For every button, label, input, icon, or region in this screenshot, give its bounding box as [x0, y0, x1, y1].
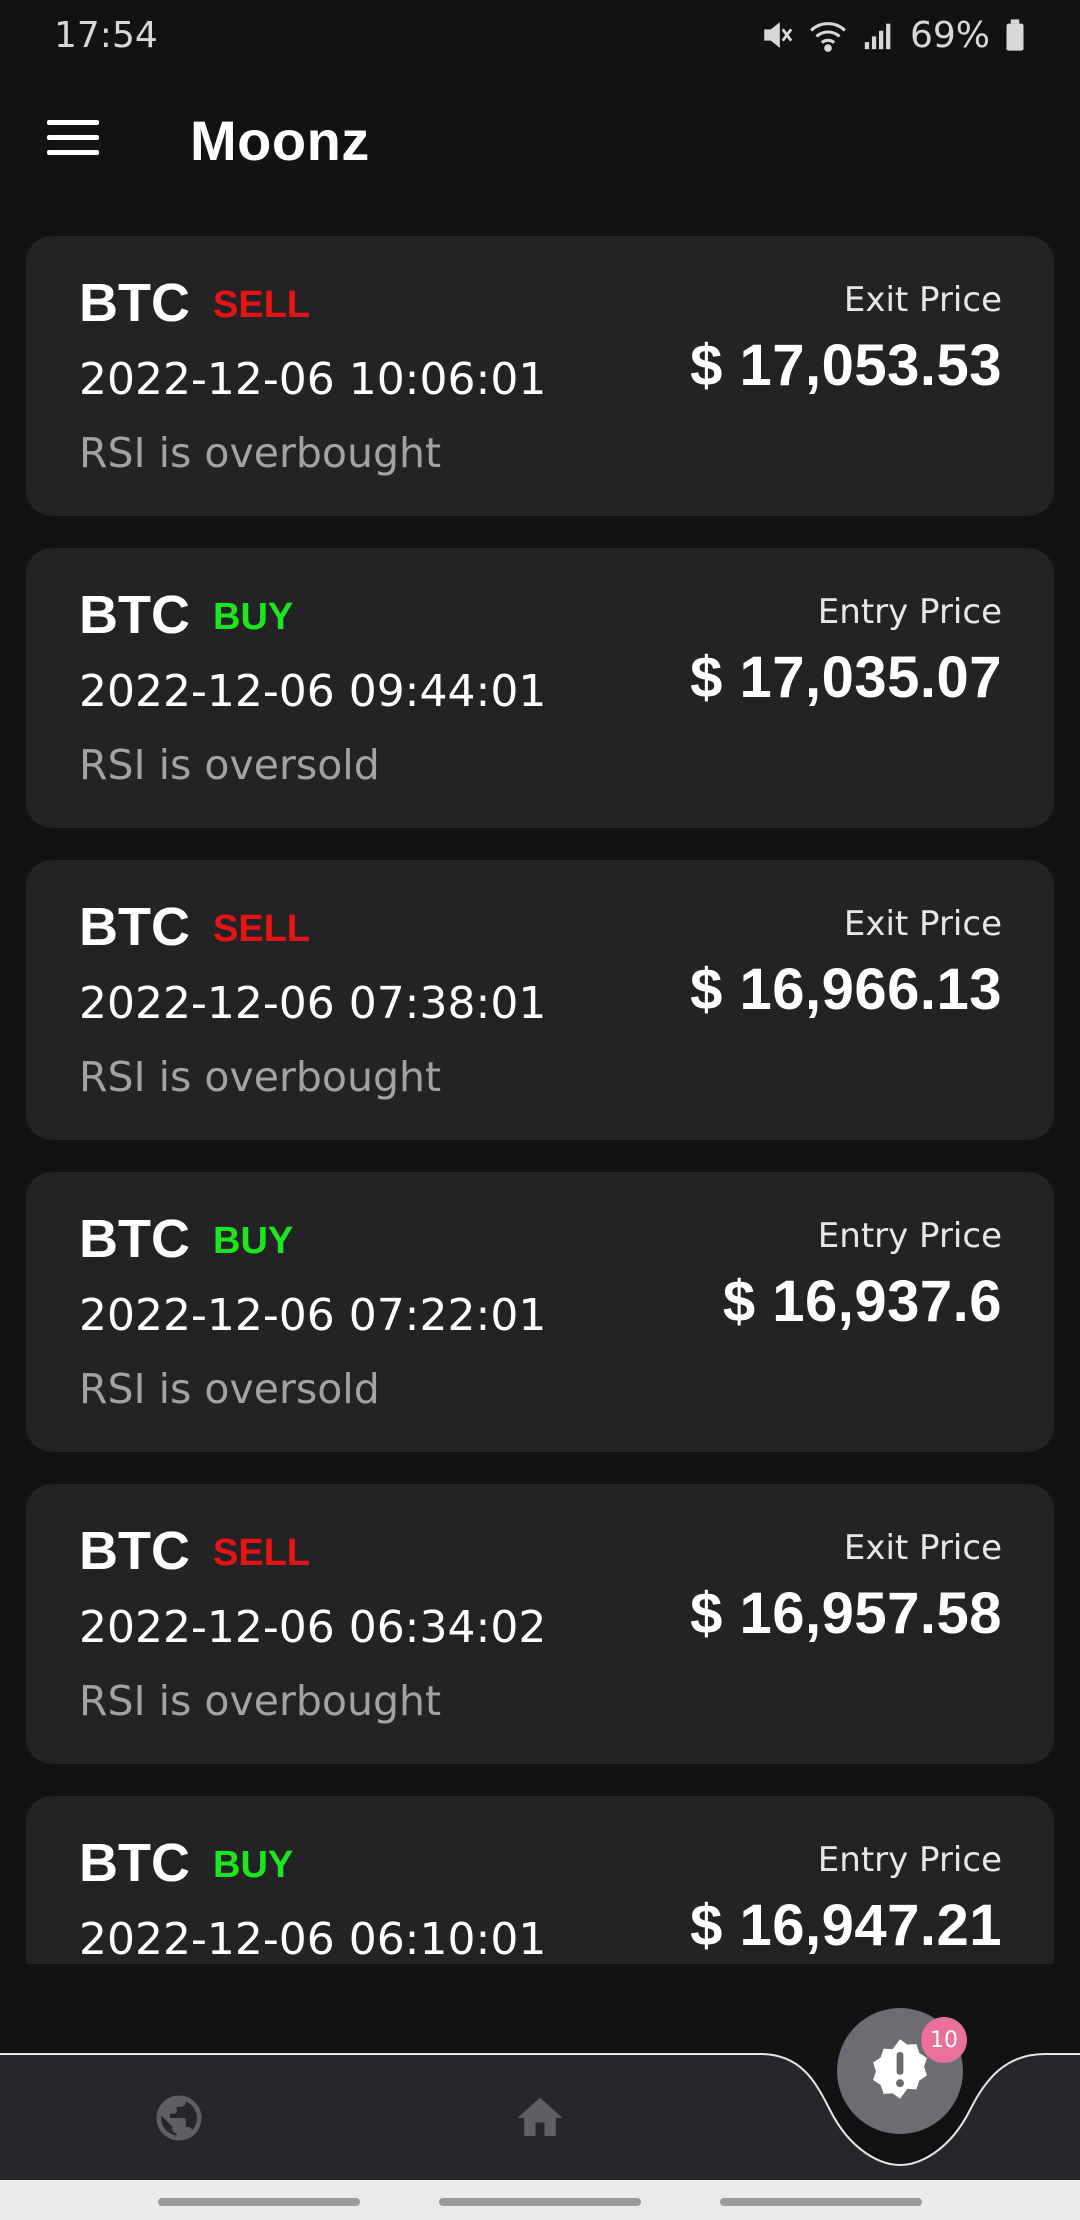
price-label: Entry Price: [817, 592, 1002, 632]
signal-timestamp: 2022-12-06 10:06:01: [79, 354, 547, 405]
signal-action-badge: SELL: [213, 284, 311, 326]
signal-symbol: BTC: [79, 273, 190, 333]
hamburger-menu-icon: [47, 118, 99, 163]
signal-symbol: BTC: [79, 897, 190, 957]
signal-price: $ 17,053.53: [690, 333, 1002, 398]
recent-apps-handle[interactable]: [158, 2198, 360, 2206]
bottom-navigation: [0, 2040, 1080, 2180]
notification-count-badge: 10: [921, 2017, 967, 2063]
signal-symbol: BTC: [79, 1833, 190, 1893]
menu-button[interactable]: [28, 95, 118, 185]
signal-symbol: BTC: [79, 1209, 190, 1269]
signal-action-badge: BUY: [213, 1220, 294, 1262]
status-icons: 69%: [760, 15, 1026, 56]
signal-reason: RSI is oversold: [79, 741, 380, 789]
back-handle[interactable]: [720, 2198, 922, 2206]
signal-icon: [862, 18, 896, 52]
signal-timestamp: 2022-12-06 07:38:01: [79, 978, 547, 1029]
signal-reason: RSI is overbought: [79, 1053, 442, 1101]
signal-timestamp: 2022-12-06 06:10:01: [79, 1914, 547, 1964]
app-bar: Moonz: [0, 70, 1080, 210]
mute-icon: [760, 18, 794, 52]
signal-symbol: BTC: [79, 1521, 190, 1581]
signal-card[interactable]: BTC BUY 2022-12-06 06:10:01 Entry Price $ 16…: [26, 1796, 1054, 1964]
signal-list[interactable]: BTC SELL 2022-12-06 10:06:01 RSI is overbou…: [26, 236, 1054, 1964]
signal-reason: RSI is overbought: [79, 429, 442, 477]
signal-card[interactable]: BTC BUY 2022-12-06 07:22:01 RSI is oversold…: [26, 1172, 1054, 1452]
signal-price: $ 16,957.58: [690, 1581, 1002, 1646]
signal-timestamp: 2022-12-06 06:34:02: [79, 1602, 547, 1653]
signal-price: $ 16,937.6: [722, 1269, 1002, 1334]
signal-action-badge: SELL: [213, 908, 311, 950]
battery-icon: [1004, 18, 1026, 52]
status-time: 17:54: [54, 14, 158, 56]
signal-price: $ 16,966.13: [690, 957, 1002, 1022]
signal-timestamp: 2022-12-06 09:44:01: [79, 666, 547, 717]
signal-price: $ 17,035.07: [690, 645, 1002, 710]
signal-reason: RSI is overbought: [79, 1677, 442, 1725]
signal-card[interactable]: BTC SELL 2022-12-06 10:06:01 RSI is overbou…: [26, 236, 1054, 516]
price-label: Entry Price: [817, 1840, 1002, 1880]
signal-price: $ 16,947.21: [690, 1893, 1002, 1958]
signal-card[interactable]: BTC SELL 2022-12-06 07:38:01 RSI is overbou…: [26, 860, 1054, 1140]
price-label: Exit Price: [843, 904, 1002, 944]
price-label: Exit Price: [843, 280, 1002, 320]
nav-item-home[interactable]: [480, 2060, 600, 2180]
alerts-fab[interactable]: [837, 2008, 963, 2134]
alert-badge-icon: [866, 2035, 934, 2108]
signal-card[interactable]: BTC BUY 2022-12-06 09:44:01 RSI is oversold…: [26, 548, 1054, 828]
signal-action-badge: BUY: [213, 1844, 294, 1886]
wifi-icon: [808, 18, 848, 52]
signal-action-badge: SELL: [213, 1532, 311, 1574]
nav-item-globe[interactable]: [119, 2060, 239, 2180]
system-navigation-bar: [0, 2180, 1080, 2220]
home-icon: [513, 2091, 567, 2150]
battery-percent: 69%: [909, 14, 990, 56]
signal-reason: RSI is oversold: [79, 1365, 380, 1413]
globe-icon: [152, 2091, 206, 2150]
price-label: Exit Price: [843, 1528, 1002, 1568]
signal-card[interactable]: BTC SELL 2022-12-06 06:34:02 RSI is overbou…: [26, 1484, 1054, 1764]
signal-symbol: BTC: [79, 585, 190, 645]
price-label: Entry Price: [817, 1216, 1002, 1256]
app-title: Moonz: [190, 108, 370, 172]
signal-action-badge: BUY: [213, 596, 294, 638]
home-handle[interactable]: [439, 2198, 641, 2206]
signal-timestamp: 2022-12-06 07:22:01: [79, 1290, 547, 1341]
status-bar: 17:54: [0, 0, 1080, 70]
